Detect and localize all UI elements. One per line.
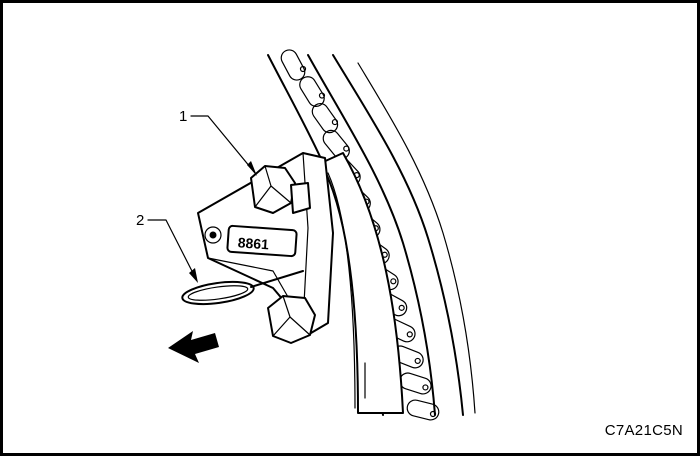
tensioner-stamp-text: 8861	[237, 234, 269, 252]
chain-pin	[414, 357, 421, 365]
chain-pin	[343, 145, 350, 152]
retaining-pin-ring	[181, 270, 304, 306]
pull-direction-arrow	[168, 331, 219, 363]
timing-chain-tensioner-illustration: 8861 1	[136, 49, 476, 421]
chain-pin	[331, 118, 339, 126]
tensioner-shoe	[320, 152, 404, 414]
callout-1-label: 1	[179, 108, 187, 125]
chain-pin	[429, 410, 437, 418]
tensioner-stamp-plate: 8861	[226, 224, 298, 258]
chain-link	[399, 372, 432, 395]
callout-2: 2	[136, 212, 198, 283]
chain-link	[299, 76, 325, 107]
chain-pin	[390, 278, 397, 285]
chain-link	[280, 49, 306, 81]
chain-pin	[422, 384, 429, 391]
chain-pin	[398, 304, 405, 311]
callout-1: 1	[179, 108, 257, 176]
figure-code: C7A21C5N	[604, 422, 683, 439]
callout-2-label: 2	[136, 212, 144, 229]
lower-bolt	[267, 295, 316, 344]
chain-pin	[299, 65, 307, 73]
chain-pin	[318, 92, 326, 99]
chain-link	[406, 399, 440, 421]
chain-pin	[406, 331, 413, 338]
upper-bolt	[250, 165, 311, 214]
